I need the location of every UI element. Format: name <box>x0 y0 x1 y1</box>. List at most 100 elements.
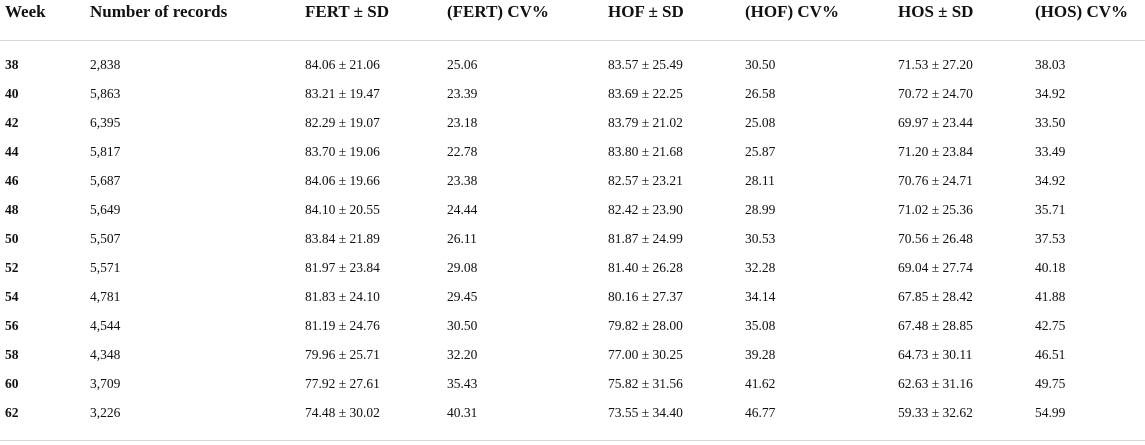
table-cell: 46.77 <box>745 405 776 420</box>
table-cell: 62.63 ± 31.16 <box>898 376 973 391</box>
table-cell: 79.82 ± 28.00 <box>608 318 683 333</box>
table-cell: 71.02 ± 25.36 <box>898 202 973 217</box>
table-cell: 23.38 <box>447 173 478 188</box>
table-cell: 23.18 <box>447 115 478 130</box>
table-cell: 64.73 ± 30.11 <box>898 347 973 362</box>
column-header: FERT ± SD <box>305 2 389 21</box>
table-cell: 82.29 ± 19.07 <box>305 115 380 130</box>
table-cell: 42.75 <box>1035 318 1066 333</box>
table-cell: 32.28 <box>745 260 776 275</box>
table-cell: 5,507 <box>90 231 121 246</box>
row-label: 62 <box>5 405 19 420</box>
table-cell: 70.56 ± 26.48 <box>898 231 973 246</box>
column-header: Week <box>5 2 46 21</box>
table-cell: 74.48 ± 30.02 <box>305 405 380 420</box>
table-cell: 28.11 <box>745 173 775 188</box>
row-label: 60 <box>5 376 19 391</box>
table-cell: 75.82 ± 31.56 <box>608 376 683 391</box>
row-label: 40 <box>5 86 19 101</box>
row-label: 54 <box>5 289 19 304</box>
table-cell: 83.70 ± 19.06 <box>305 144 380 159</box>
table-cell: 4,544 <box>90 318 121 333</box>
row-label: 52 <box>5 260 19 275</box>
table-cell: 84.06 ± 19.66 <box>305 173 380 188</box>
table-cell: 80.16 ± 27.37 <box>608 289 683 304</box>
table-cell: 34.14 <box>745 289 776 304</box>
table-cell: 46.51 <box>1035 347 1066 362</box>
table-cell: 59.33 ± 32.62 <box>898 405 973 420</box>
row-label: 42 <box>5 115 19 130</box>
table-cell: 49.75 <box>1035 376 1066 391</box>
table-cell: 25.08 <box>745 115 776 130</box>
table-cell: 32.20 <box>447 347 478 362</box>
row-label: 44 <box>5 144 19 159</box>
table-cell: 24.44 <box>447 202 478 217</box>
table-cell: 30.53 <box>745 231 776 246</box>
table-cell: 29.45 <box>447 289 478 304</box>
column-header: (HOS) CV% <box>1035 2 1129 21</box>
table-cell: 5,649 <box>90 202 121 217</box>
table-cell: 4,781 <box>90 289 121 304</box>
table-cell: 25.06 <box>447 57 478 72</box>
table-cell: 54.99 <box>1035 405 1066 420</box>
table-cell: 81.19 ± 24.76 <box>305 318 380 333</box>
table-cell: 22.78 <box>447 144 478 159</box>
table-cell: 30.50 <box>447 318 478 333</box>
row-label: 50 <box>5 231 19 246</box>
row-label: 38 <box>5 57 19 72</box>
table-cell: 71.53 ± 27.20 <box>898 57 973 72</box>
table-cell: 39.28 <box>745 347 776 362</box>
table-cell: 25.87 <box>745 144 776 159</box>
column-header: (HOF) CV% <box>745 2 839 21</box>
table-cell: 81.87 ± 24.99 <box>608 231 683 246</box>
table-cell: 81.40 ± 26.28 <box>608 260 683 275</box>
row-label: 46 <box>5 173 19 188</box>
table-cell: 84.06 ± 21.06 <box>305 57 380 72</box>
table-cell: 5,687 <box>90 173 121 188</box>
table-cell: 37.53 <box>1035 231 1066 246</box>
column-header: Number of records <box>90 2 228 21</box>
table-cell: 34.92 <box>1035 86 1066 101</box>
column-header: HOS ± SD <box>898 2 974 21</box>
row-label: 48 <box>5 202 19 217</box>
column-header: (FERT) CV% <box>447 2 549 21</box>
table-cell: 23.39 <box>447 86 478 101</box>
table-cell: 4,348 <box>90 347 121 362</box>
bottom-rule <box>0 440 1145 441</box>
table-cell: 83.69 ± 22.25 <box>608 86 683 101</box>
table-cell: 81.83 ± 24.10 <box>305 289 380 304</box>
table-cell: 6,395 <box>90 115 121 130</box>
table-cell: 73.55 ± 34.40 <box>608 405 683 420</box>
table-cell: 77.00 ± 30.25 <box>608 347 683 362</box>
table-cell: 33.49 <box>1035 144 1066 159</box>
table-cell: 67.85 ± 28.42 <box>898 289 973 304</box>
table-cell: 34.92 <box>1035 173 1066 188</box>
row-label: 56 <box>5 318 19 333</box>
table-cell: 83.80 ± 21.68 <box>608 144 683 159</box>
header-rule <box>0 40 1145 41</box>
table-cell: 69.04 ± 27.74 <box>898 260 973 275</box>
table-cell: 3,226 <box>90 405 121 420</box>
table-cell: 35.08 <box>745 318 776 333</box>
table-cell: 83.84 ± 21.89 <box>305 231 380 246</box>
table-cell: 26.58 <box>745 86 776 101</box>
table-cell: 82.42 ± 23.90 <box>608 202 683 217</box>
column-header: HOF ± SD <box>608 2 684 21</box>
table-cell: 30.50 <box>745 57 776 72</box>
table-cell: 29.08 <box>447 260 478 275</box>
table-cell: 69.97 ± 23.44 <box>898 115 973 130</box>
table-cell: 28.99 <box>745 202 776 217</box>
table-cell: 2,838 <box>90 57 121 72</box>
table-cell: 79.96 ± 25.71 <box>305 347 380 362</box>
table-cell: 38.03 <box>1035 57 1066 72</box>
table-cell: 3,709 <box>90 376 121 391</box>
table-cell: 83.79 ± 21.02 <box>608 115 683 130</box>
table-cell: 70.72 ± 24.70 <box>898 86 973 101</box>
table-cell: 5,863 <box>90 86 121 101</box>
table-cell: 35.43 <box>447 376 478 391</box>
table-cell: 71.20 ± 23.84 <box>898 144 973 159</box>
table-cell: 67.48 ± 28.85 <box>898 318 973 333</box>
table-cell: 81.97 ± 23.84 <box>305 260 380 275</box>
table-cell: 5,817 <box>90 144 121 159</box>
